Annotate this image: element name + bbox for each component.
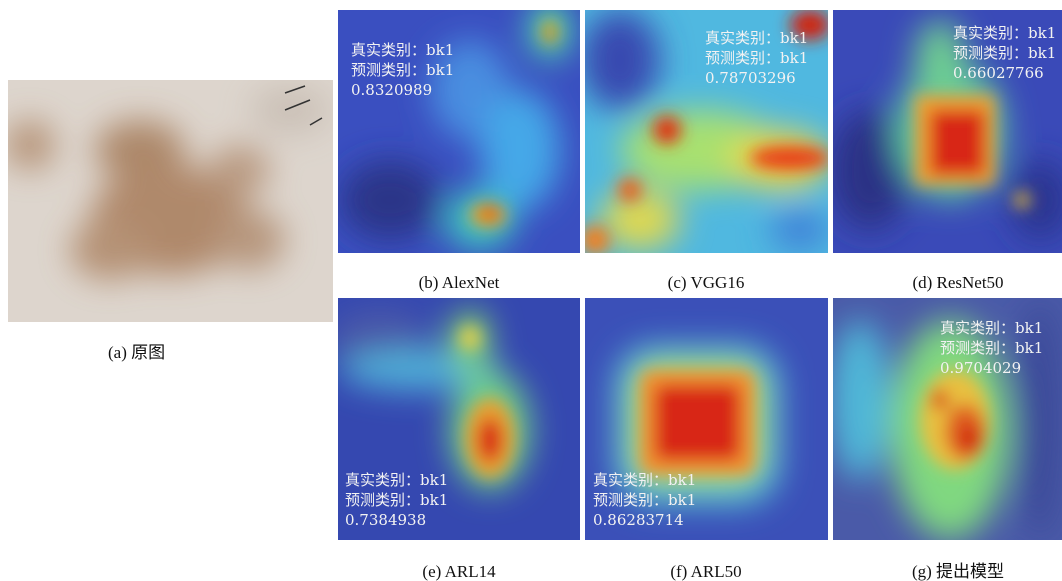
true-label: 真实类别：bk1 bbox=[593, 471, 696, 489]
predicted-label: 预测类别：bk1 bbox=[351, 61, 454, 79]
heatmap bbox=[338, 0, 580, 253]
caption: (b) AlexNet bbox=[419, 273, 500, 292]
caption: (c) VGG16 bbox=[668, 273, 745, 292]
score: 0.86283714 bbox=[593, 511, 684, 529]
true-label: 真实类别：bk1 bbox=[351, 41, 454, 59]
figure: (a) 原图 真实类别：bk1 预测类别：bk1 0.8320989 (b) A… bbox=[0, 0, 1062, 581]
page: {"figure": { "original": {"caption": "(a… bbox=[0, 0, 1062, 581]
caption: (e) ARL14 bbox=[422, 562, 496, 581]
caption: (g) 提出模型 bbox=[912, 562, 1004, 581]
predicted-label: 预测类别：bk1 bbox=[953, 44, 1056, 62]
score: 0.66027766 bbox=[953, 64, 1044, 82]
predicted-label: 预测类别：bk1 bbox=[593, 491, 696, 509]
true-label: 真实类别：bk1 bbox=[940, 319, 1043, 337]
score: 0.8320989 bbox=[351, 81, 432, 99]
original-image bbox=[5, 80, 333, 322]
score: 0.9704029 bbox=[940, 359, 1021, 377]
true-label: 真实类别：bk1 bbox=[705, 29, 808, 47]
score: 0.78703296 bbox=[705, 69, 796, 87]
score: 0.7384938 bbox=[345, 511, 426, 529]
caption: (f) ARL50 bbox=[670, 562, 741, 581]
true-label: 真实类别：bk1 bbox=[345, 471, 448, 489]
true-label: 真实类别：bk1 bbox=[953, 24, 1056, 42]
predicted-label: 预测类别：bk1 bbox=[705, 49, 808, 67]
predicted-label: 预测类别：bk1 bbox=[940, 339, 1043, 357]
caption: (a) 原图 bbox=[108, 343, 165, 362]
predicted-label: 预测类别：bk1 bbox=[345, 491, 448, 509]
caption: (d) ResNet50 bbox=[912, 273, 1003, 292]
